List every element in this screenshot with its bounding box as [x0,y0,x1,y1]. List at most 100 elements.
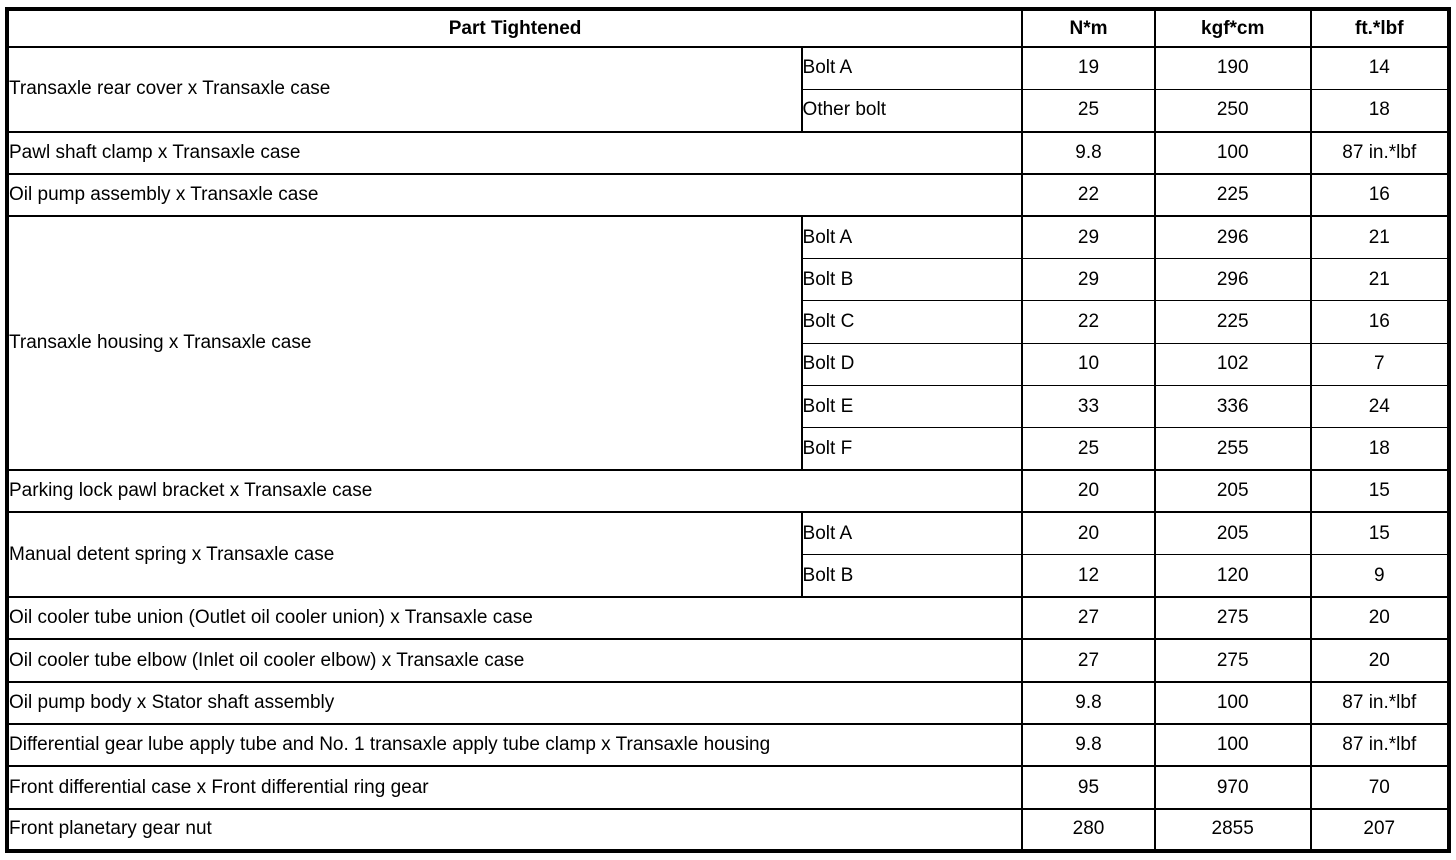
table-row: Pawl shaft clamp x Transaxle case 9.8 100 8… [5,130,1451,175]
part-name-cell: Parking lock pawl bracket x Transaxle ca… [5,469,1024,513]
torque-kgfcm-cell: 120 [1153,554,1312,598]
torque-ftlbf-cell: 87 in.*lbf [1309,680,1451,725]
table-row: Differential gear lube apply tube and No… [5,722,1451,767]
torque-ftlbf-cell: 207 [1309,807,1451,852]
torque-kgfcm-cell: 190 [1153,45,1312,90]
table-row: Oil pump body x Stator shaft assembly 9.8… [5,680,1451,725]
header-row: Part Tightened N*m kgf*cm ft.*lbf [5,8,1451,48]
torque-ftlbf-cell: 14 [1309,45,1451,90]
torque-ftlbf-cell: 21 [1309,215,1451,260]
torque-table-body: Transaxle rear cover x Transaxle case Bol… [5,45,1451,852]
torque-nm-cell: 25 [1021,427,1156,471]
table-row: Other bolt 25 250 18 [7,88,1451,133]
sub-part-cell: Bolt A [800,45,1024,90]
torque-nm-cell: 29 [1021,215,1156,260]
torque-ftlbf-cell: 15 [1309,511,1451,556]
header-nm: N*m [1021,8,1156,48]
torque-kgfcm-cell: 205 [1153,511,1312,556]
torque-nm-cell: 27 [1021,638,1156,683]
torque-nm-cell: 9.8 [1021,680,1156,725]
torque-nm-cell: 20 [1021,469,1156,513]
torque-ftlbf-cell: 20 [1309,596,1451,640]
part-name-cell: Oil pump body x Stator shaft assembly [5,680,1024,725]
torque-nm-cell: 9.8 [1021,130,1156,175]
part-name-cell: Oil cooler tube union (Outlet oil cooler… [5,596,1024,640]
sub-part-cell: Bolt A [800,511,1024,556]
table-row: Manual detent spring x Transaxle case Bol… [6,511,1451,598]
table-row: Oil cooler tube union (Outlet oil cooler… [5,596,1451,640]
part-name-cell: Oil pump assembly x Transaxle case [5,172,1024,217]
torque-nm-cell: 22 [1021,300,1156,344]
table-row: Transaxle rear cover x Transaxle case Bol… [6,45,1451,133]
torque-nm-cell: 10 [1021,342,1156,387]
table-row: Front differential case x Front differen… [5,765,1451,810]
torque-ftlbf-cell: 21 [1309,258,1451,302]
torque-nm-cell: 95 [1021,765,1156,810]
torque-kgfcm-cell: 275 [1153,638,1312,683]
torque-nm-cell: 33 [1021,384,1156,429]
part-name-cell: Differential gear lube apply tube and No… [5,722,1024,767]
part-name-cell: Transaxle rear cover x Transaxle case [6,46,803,133]
torque-kgfcm-cell: 336 [1153,384,1312,429]
torque-ftlbf-cell: 15 [1309,469,1451,513]
sub-part-cell: Bolt E [800,384,1024,429]
torque-ftlbf-cell: 70 [1309,765,1451,810]
torque-nm-cell: 22 [1021,172,1156,217]
torque-kgfcm-cell: 225 [1153,300,1312,344]
header-ftlbf: ft.*lbf [1309,8,1451,48]
torque-ftlbf-cell: 20 [1309,638,1451,683]
torque-nm-cell: 12 [1021,554,1156,598]
table-row: Transaxle housing x Transaxle case Bolt A… [6,215,1451,471]
table-row: Bolt D 10 102 7 [7,342,1451,387]
torque-ftlbf-cell: 87 in.*lbf [1309,130,1451,175]
torque-ftlbf-cell: 7 [1309,342,1451,387]
torque-kgfcm-cell: 255 [1153,427,1312,471]
torque-kgfcm-cell: 250 [1153,88,1312,133]
torque-nm-cell: 280 [1021,807,1156,852]
torque-nm-cell: 9.8 [1021,722,1156,767]
torque-nm-cell: 19 [1021,45,1156,90]
torque-kgfcm-cell: 100 [1153,130,1312,175]
torque-nm-cell: 25 [1021,88,1156,133]
torque-kgfcm-cell: 100 [1153,680,1312,725]
torque-nm-cell: 27 [1021,596,1156,640]
header-kgfcm: kgf*cm [1153,8,1312,48]
part-name-cell: Pawl shaft clamp x Transaxle case [5,130,1024,175]
torque-ftlbf-cell: 9 [1309,554,1451,598]
torque-ftlbf-cell: 16 [1309,172,1451,217]
torque-ftlbf-cell: 87 in.*lbf [1309,722,1451,767]
torque-nm-cell: 20 [1021,511,1156,556]
torque-kgfcm-cell: 102 [1153,342,1312,387]
header-part-tightened: Part Tightened [5,8,1024,48]
torque-spec-table: Part Tightened N*m kgf*cm ft.*lbf Transa… [5,7,1451,853]
torque-ftlbf-cell: 24 [1309,384,1451,429]
sub-part-cell: Other bolt [800,88,1024,133]
part-name-cell: Front planetary gear nut [5,807,1024,852]
table-row: Oil cooler tube elbow (Inlet oil cooler … [5,638,1451,683]
torque-kgfcm-cell: 296 [1153,258,1312,302]
part-name-cell: Manual detent spring x Transaxle case [6,511,803,598]
part-name-cell: Front differential case x Front differen… [5,765,1024,810]
sub-part-cell: Bolt D [800,342,1024,387]
torque-kgfcm-cell: 970 [1153,765,1312,810]
torque-nm-cell: 29 [1021,258,1156,302]
part-name-cell: Oil cooler tube elbow (Inlet oil cooler … [5,638,1024,683]
table-row: Front planetary gear nut 280 2855 207 [5,807,1451,852]
torque-kgfcm-cell: 100 [1153,722,1312,767]
table-row: Oil pump assembly x Transaxle case 22 225 1… [5,172,1451,217]
torque-kgfcm-cell: 296 [1153,215,1312,260]
torque-ftlbf-cell: 18 [1309,427,1451,471]
sub-part-cell: Bolt C [800,300,1024,344]
torque-kgfcm-cell: 205 [1153,469,1312,513]
table-row: Bolt B 29 296 21 [7,258,1451,302]
table-header: Part Tightened N*m kgf*cm ft.*lbf [5,8,1451,48]
sub-part-cell: Bolt B [800,554,1024,598]
sub-part-cell: Bolt A [800,215,1024,260]
sub-part-cell: Bolt B [800,258,1024,302]
torque-kgfcm-cell: 275 [1153,596,1312,640]
part-name-cell: Transaxle housing x Transaxle case [6,215,803,471]
table-row: Bolt C 22 225 16 [7,300,1451,344]
sub-part-cell: Bolt F [800,427,1024,471]
torque-ftlbf-cell: 18 [1309,88,1451,133]
torque-kgfcm-cell: 225 [1153,172,1312,217]
